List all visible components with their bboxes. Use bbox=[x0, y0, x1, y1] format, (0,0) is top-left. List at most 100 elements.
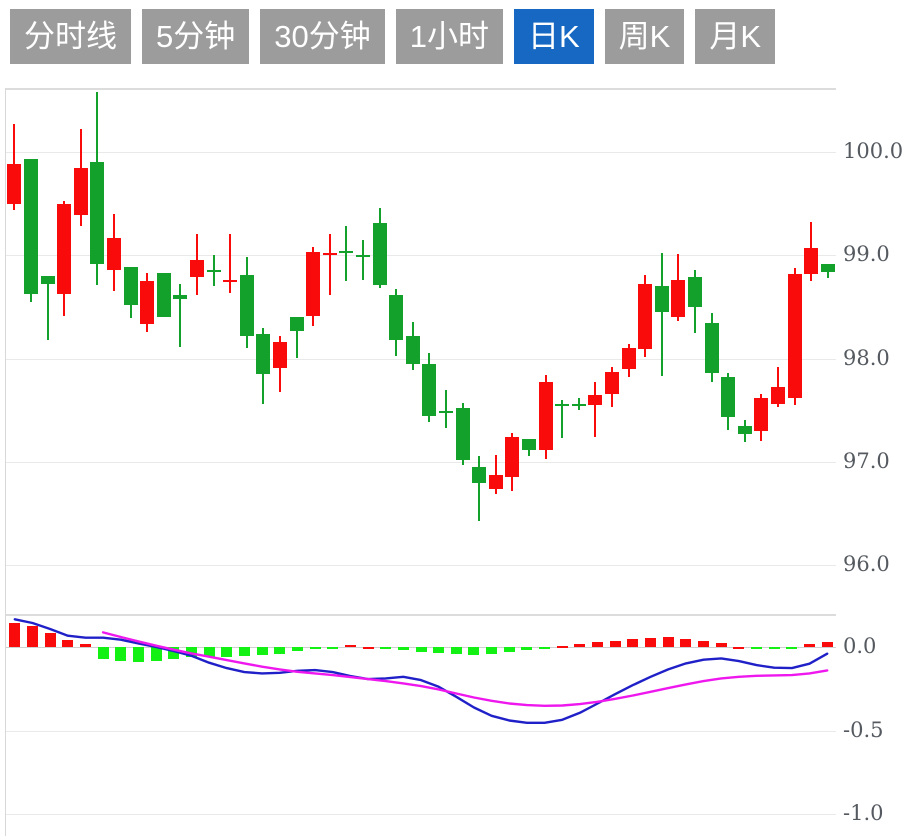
macd-histogram-bar-13 bbox=[238, 647, 250, 657]
macd-y-tick-label-0: 0.0 bbox=[843, 634, 877, 659]
macd-indicator-panel[interactable] bbox=[6, 614, 836, 836]
candle-wick bbox=[295, 317, 298, 358]
candle-body bbox=[355, 255, 370, 258]
macd-histogram-bar-43 bbox=[768, 647, 780, 650]
macd-histogram-bar-33 bbox=[592, 642, 604, 648]
candle-body bbox=[422, 363, 437, 416]
candle-body bbox=[687, 277, 702, 308]
macd-histogram-bar-18 bbox=[327, 647, 339, 650]
price-candlestick-panel[interactable] bbox=[6, 88, 836, 612]
candle-body bbox=[588, 394, 603, 406]
candle-wick bbox=[561, 400, 564, 439]
candle-wick bbox=[179, 284, 182, 348]
macd-histogram-bar-21 bbox=[380, 647, 392, 650]
price-y-tick-label-0: 100.0 bbox=[843, 139, 904, 164]
macd-histogram-bar-39 bbox=[698, 640, 710, 648]
candle-body bbox=[289, 317, 304, 331]
candle-body bbox=[638, 284, 653, 350]
candle-wick bbox=[361, 239, 364, 281]
period-tab-label: 1小时 bbox=[409, 19, 489, 54]
candle-body bbox=[538, 381, 553, 450]
candle-body bbox=[173, 294, 188, 299]
candle-body bbox=[389, 294, 404, 341]
macd-histogram-bar-29 bbox=[521, 647, 533, 651]
candle-body bbox=[7, 164, 22, 204]
candle-body bbox=[505, 437, 520, 477]
candle-wick bbox=[46, 276, 49, 341]
candle-body bbox=[372, 223, 387, 286]
macd-histogram-bar-27 bbox=[486, 647, 498, 655]
candle-body bbox=[604, 372, 619, 394]
period-tab-2[interactable]: 30分钟 bbox=[260, 9, 385, 64]
candle-body bbox=[57, 203, 72, 294]
period-tab-label: 30分钟 bbox=[274, 19, 371, 54]
candle-body bbox=[555, 404, 570, 407]
candle-body bbox=[140, 281, 155, 324]
candle-body bbox=[455, 408, 470, 461]
macd-histogram-bar-30 bbox=[539, 647, 551, 650]
macd-histogram-bar-0 bbox=[9, 622, 21, 648]
macd-histogram-bar-11 bbox=[203, 647, 215, 657]
candle-body bbox=[206, 269, 221, 272]
macd-gridline-2 bbox=[6, 814, 836, 816]
period-tab-label: 日K bbox=[527, 19, 580, 54]
price-gridline-1 bbox=[6, 255, 836, 257]
price-gridline-3 bbox=[6, 462, 836, 464]
macd-lines bbox=[13, 618, 829, 725]
macd-line-dea bbox=[101, 631, 829, 708]
macd-histogram-bar-35 bbox=[627, 639, 639, 648]
candle-wick bbox=[478, 455, 481, 522]
period-tab-4[interactable]: 日K bbox=[513, 9, 594, 64]
candle-body bbox=[654, 286, 669, 313]
macd-histogram-bar-37 bbox=[662, 637, 674, 648]
macd-histogram-bar-45 bbox=[804, 644, 815, 648]
macd-histogram-bar-34 bbox=[609, 640, 621, 648]
macd-histogram-bar-17 bbox=[309, 647, 321, 650]
candle-body bbox=[306, 252, 321, 317]
candle-wick bbox=[494, 454, 497, 495]
price-gridline-0 bbox=[6, 152, 836, 154]
candle-body bbox=[106, 237, 121, 270]
macd-histogram-bar-15 bbox=[274, 647, 286, 654]
macd-histogram-bar-14 bbox=[256, 647, 268, 656]
candle-wick bbox=[577, 398, 580, 411]
candle-body bbox=[405, 336, 420, 364]
macd-histogram-bar-22 bbox=[397, 647, 409, 651]
period-tab-5[interactable]: 周K bbox=[604, 9, 685, 64]
candle-body bbox=[820, 263, 835, 272]
price-y-tick-label-4: 96.0 bbox=[843, 552, 890, 577]
macd-histogram-bar-8 bbox=[150, 647, 162, 662]
macd-histogram-bar-19 bbox=[344, 645, 356, 648]
candle-body bbox=[704, 322, 719, 374]
price-gridline-4 bbox=[6, 565, 836, 567]
macd-histogram-bar-16 bbox=[291, 647, 303, 652]
candle-wick bbox=[444, 389, 447, 429]
period-tab-label: 周K bbox=[618, 19, 671, 54]
period-tab-label: 5分钟 bbox=[156, 19, 236, 54]
price-panel-top-border bbox=[6, 88, 836, 90]
price-gridline-2 bbox=[6, 358, 836, 360]
macd-histogram-bar-7 bbox=[132, 647, 144, 662]
candle-body bbox=[339, 251, 354, 254]
chart-frame bbox=[5, 88, 836, 836]
period-tab-1[interactable]: 5分钟 bbox=[142, 9, 250, 64]
macd-histogram-bar-1 bbox=[26, 625, 38, 648]
candle-body bbox=[438, 411, 453, 414]
candle-body bbox=[223, 280, 238, 283]
macd-line-dif bbox=[13, 618, 829, 725]
macd-y-tick-label-2: -1.0 bbox=[843, 801, 884, 826]
macd-histogram-bar-23 bbox=[415, 647, 427, 653]
candle-body bbox=[73, 167, 88, 216]
macd-gridline-1 bbox=[6, 730, 836, 732]
macd-histogram-bar-6 bbox=[115, 647, 127, 662]
macd-histogram-bar-20 bbox=[362, 646, 374, 649]
period-tab-0[interactable]: 分时线 bbox=[10, 9, 131, 64]
macd-histogram-bar-28 bbox=[503, 647, 515, 653]
period-tab-6[interactable]: 月K bbox=[695, 9, 776, 64]
candle-wick bbox=[594, 381, 597, 438]
price-y-tick-label-3: 97.0 bbox=[843, 449, 890, 474]
candle-body bbox=[621, 348, 636, 370]
period-tab-label: 分时线 bbox=[24, 19, 117, 54]
period-tab-3[interactable]: 1小时 bbox=[395, 9, 503, 64]
